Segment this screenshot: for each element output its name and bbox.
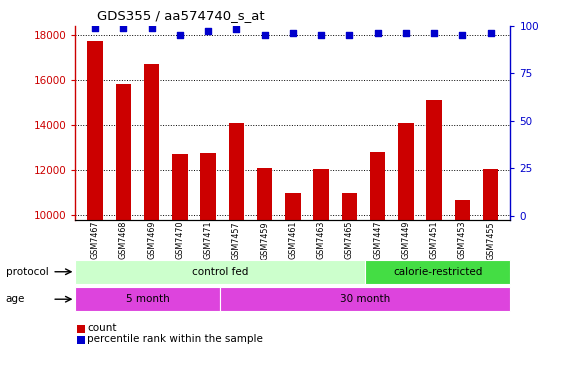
Point [147, 25, 156, 30]
Bar [229, 123, 244, 366]
Bar [455, 201, 470, 366]
Bar [426, 100, 442, 366]
Bar [398, 123, 414, 366]
Text: protocol: protocol [6, 267, 49, 277]
Bar [88, 41, 103, 366]
Text: count: count [87, 322, 117, 333]
Bar [172, 154, 188, 366]
Bar [483, 169, 498, 366]
Bar [342, 193, 357, 366]
Point [119, 25, 128, 30]
Point [175, 32, 184, 38]
Bar [257, 168, 273, 366]
Bar [75, 260, 365, 284]
Text: calorie-restricted: calorie-restricted [393, 267, 483, 277]
Bar [75, 287, 220, 311]
Bar [370, 152, 385, 366]
Text: 30 month: 30 month [340, 294, 390, 304]
Point [458, 32, 467, 38]
Bar [285, 193, 300, 366]
Point [317, 32, 326, 38]
Point [204, 29, 213, 34]
Point [373, 30, 382, 36]
Point [486, 30, 495, 36]
Point [345, 32, 354, 38]
Text: control fed: control fed [192, 267, 249, 277]
Point [401, 30, 411, 36]
Point [430, 30, 439, 36]
Point [260, 32, 269, 38]
Point [232, 26, 241, 32]
Point [90, 25, 100, 30]
Text: age: age [6, 294, 25, 304]
Bar [220, 287, 510, 311]
Bar [115, 84, 131, 366]
Bar [365, 260, 510, 284]
Point [288, 30, 298, 36]
Text: percentile rank within the sample: percentile rank within the sample [87, 333, 263, 344]
Text: 5 month: 5 month [126, 294, 170, 304]
Bar [144, 64, 160, 366]
Text: GDS355 / aa574740_s_at: GDS355 / aa574740_s_at [97, 9, 265, 22]
Bar [201, 153, 216, 366]
Bar [313, 169, 329, 366]
